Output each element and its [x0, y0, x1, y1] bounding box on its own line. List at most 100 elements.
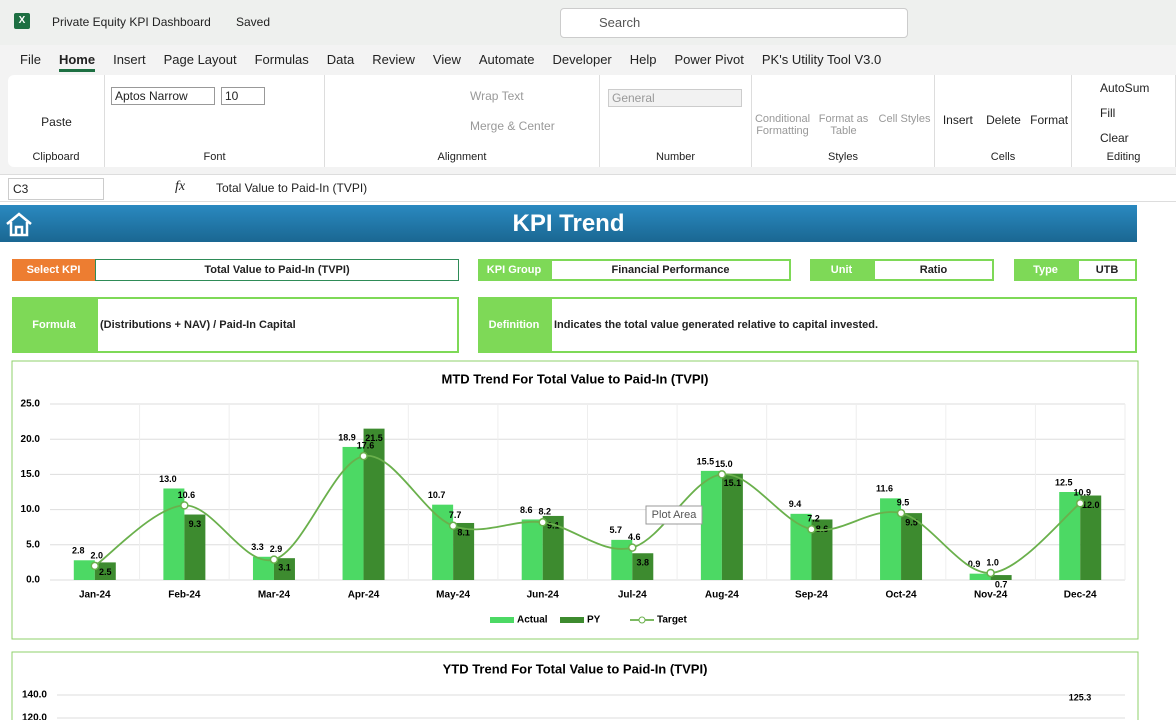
menu-tab[interactable]: Help	[629, 52, 657, 67]
menu-tab[interactable]: Page Layout	[163, 52, 237, 67]
chart-frame	[11, 360, 1139, 640]
x-tick-label: Jan-24	[79, 590, 111, 601]
name-box[interactable]: C3	[8, 178, 104, 200]
ribbon-button[interactable]: Format as Table	[818, 113, 869, 137]
ribbon-button[interactable]: Format	[1030, 113, 1069, 127]
ribbon-group: Font Aptos Narrow 10	[105, 75, 325, 167]
data-label: 15.5	[697, 456, 715, 466]
data-label: 2.0	[91, 550, 104, 560]
target-marker	[269, 555, 279, 564]
x-tick-label: Sep-24	[795, 590, 828, 601]
bar	[542, 515, 564, 580]
select-kpi-label: Select KPI	[12, 259, 95, 281]
target-marker	[538, 518, 547, 527]
menu-tab[interactable]: Automate	[478, 52, 535, 67]
select-kpi-value[interactable]: Total Value to Paid-In (TVPI)	[95, 259, 459, 281]
menu-tab[interactable]: Developer	[552, 52, 612, 67]
ribbon-button[interactable]: Insert	[942, 113, 973, 127]
ribbon-button[interactable]: General	[608, 89, 742, 107]
ribbon-button[interactable]: AutoSum	[1100, 81, 1150, 95]
data-label: 17.6	[357, 440, 375, 450]
ribbon: Clipboard Paste Font Aptos Narrow 10 Alignmen…	[8, 75, 1176, 167]
y-tick-label: 5.0	[26, 539, 40, 550]
y-tick-label: 120.0	[22, 713, 47, 720]
data-label: 2.9	[270, 544, 283, 554]
fx-icon[interactable]: fx	[175, 179, 186, 194]
search-placeholder: Search	[599, 15, 641, 30]
menu-tab[interactable]: PK's Utility Tool V3.0	[761, 52, 882, 67]
legend-swatch	[560, 617, 584, 623]
ribbon-button[interactable]: Aptos Narrow	[111, 87, 215, 105]
menu-tab[interactable]: Formulas	[254, 52, 309, 67]
data-label: 15.1	[724, 478, 742, 488]
bar	[700, 470, 722, 580]
type-label: Type	[1014, 259, 1077, 281]
ribbon-group: Number General	[600, 75, 752, 167]
target-line	[94, 455, 1081, 574]
ribbon-button[interactable]: Paste	[41, 115, 72, 129]
data-label: 10.7	[428, 490, 446, 500]
legend-swatch	[490, 617, 514, 623]
data-label: 0.9	[968, 559, 981, 569]
target-marker	[717, 470, 727, 479]
y-tick-label: 0.0	[26, 575, 40, 586]
bar	[252, 556, 274, 580]
menu-tab[interactable]: Data	[326, 52, 355, 67]
bar	[880, 498, 902, 580]
data-label: 15.0	[715, 459, 733, 469]
ribbon-button[interactable]: Fill	[1100, 106, 1116, 120]
ribbon-button[interactable]: Merge & Center	[470, 119, 555, 133]
data-label: 13.0	[159, 474, 177, 484]
ribbon-button[interactable]: 10	[221, 87, 265, 105]
bar	[901, 513, 923, 580]
target-marker	[448, 521, 458, 531]
menu-tab[interactable]: Home	[58, 52, 96, 72]
target-marker	[628, 543, 637, 552]
definition-label: Definition	[478, 297, 550, 353]
search-box[interactable]: Search	[560, 8, 908, 38]
menu-tab[interactable]: Power Pivot	[674, 52, 744, 67]
menu-tab[interactable]: View	[432, 52, 461, 67]
cell-ref: C3	[13, 182, 29, 196]
data-label: 7.7	[449, 510, 462, 520]
data-label: 3.3	[251, 542, 264, 552]
ribbon-button[interactable]: Cell Styles	[878, 113, 931, 125]
ribbon-button[interactable]: Wrap Text	[470, 89, 524, 103]
ribbon-group: Styles Conditional Formatting Format as Ta…	[752, 75, 935, 167]
chart-title: MTD Trend For Total Value to Paid-In (TV…	[442, 371, 709, 386]
data-label: 10.6	[178, 490, 196, 500]
home-icon[interactable]	[4, 211, 34, 237]
menu-tab[interactable]: Insert	[113, 52, 146, 67]
formula-value: (Distributions + NAV) / Paid-In Capital	[96, 297, 459, 353]
bar	[163, 488, 185, 580]
kpi-group-value: Financial Performance	[550, 259, 791, 281]
ribbon-button[interactable]: Conditional Formatting	[754, 113, 811, 137]
y-tick-label: 25.0	[21, 399, 41, 410]
tooltip: Plot Area	[652, 509, 698, 521]
bar	[1059, 492, 1081, 580]
data-label: 8.6	[816, 524, 829, 534]
group-name: Clipboard	[32, 151, 80, 163]
menu-tab[interactable]: File	[20, 52, 41, 67]
menu-tab[interactable]: Review	[372, 52, 415, 67]
tooltip-box	[645, 505, 703, 525]
menu-bar: File Home Insert Page Layout Formulas Data Rev…	[20, 52, 881, 72]
save-status[interactable]: Saved	[236, 15, 271, 29]
legend-swatch	[638, 616, 646, 624]
x-tick-label: Mar-24	[258, 590, 291, 601]
x-tick-label: Jul-24	[618, 590, 647, 601]
data-label: 0.7	[995, 579, 1008, 589]
data-label: 10.9	[1073, 488, 1091, 498]
unit-value: Ratio	[873, 259, 994, 281]
data-label: 3.1	[278, 563, 291, 573]
ribbon-button[interactable]: Clear	[1100, 131, 1129, 145]
data-label: 12.0	[1082, 500, 1100, 510]
ribbon-button[interactable]: Delete	[986, 113, 1021, 127]
title-bar: X Private Equity KPI Dashboard Saved Sea…	[0, 0, 1176, 45]
x-tick-label: Feb-24	[168, 590, 201, 601]
banner-title: KPI Trend	[512, 210, 625, 237]
excel-logo[interactable]: X	[14, 13, 30, 29]
y-tick-label: 10.0	[21, 504, 41, 515]
legend-label: PY	[587, 615, 601, 626]
